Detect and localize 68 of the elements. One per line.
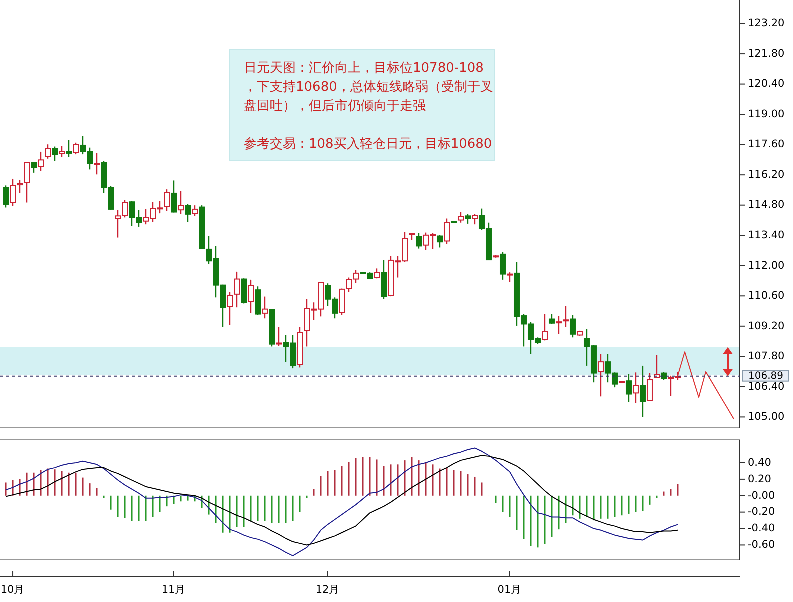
candlestick bbox=[570, 314, 576, 338]
candlestick bbox=[472, 214, 478, 226]
y-tick-label: 0.20 bbox=[748, 473, 772, 486]
y-tick-label: 112.00 bbox=[748, 260, 785, 272]
y-tick-label: 114.80 bbox=[748, 199, 785, 212]
candlestick bbox=[185, 204, 192, 223]
candlestick bbox=[262, 296, 268, 320]
candlestick bbox=[598, 354, 604, 398]
candlestick bbox=[632, 372, 639, 404]
y-tick-label: 120.40 bbox=[748, 78, 785, 90]
candlestick bbox=[38, 151, 44, 172]
candlestick bbox=[45, 144, 52, 160]
candlestick bbox=[227, 291, 234, 326]
y-tick-label: 121.80 bbox=[748, 48, 785, 60]
x-tick-label: 10月 bbox=[0, 584, 26, 596]
candlestick bbox=[52, 146, 58, 162]
candlestick bbox=[654, 354, 660, 380]
candlestick bbox=[542, 314, 548, 342]
candlestick bbox=[178, 190, 184, 216]
candlestick bbox=[276, 326, 282, 347]
y-tick-label: 119.00 bbox=[748, 108, 785, 120]
annotation: 日元天图：汇价向上，目标位10780-108，下支持10680，总体短线略弱（受制于叉盘回吐），但后市仍倾向于走强 bbox=[244, 61, 494, 114]
x-tick-label: 01月 bbox=[498, 584, 522, 596]
y-tick-label: -0.00 bbox=[748, 490, 776, 502]
candlestick bbox=[192, 204, 198, 217]
candlestick bbox=[24, 162, 30, 204]
y-tick-label: 117.60 bbox=[748, 138, 785, 151]
candlestick bbox=[646, 372, 653, 402]
candlestick bbox=[381, 259, 387, 300]
candlestick bbox=[164, 188, 170, 212]
candlestick bbox=[640, 365, 646, 418]
y-tick-label: 107.80 bbox=[748, 350, 785, 363]
candlestick bbox=[66, 140, 72, 158]
candlestick bbox=[94, 152, 100, 176]
annotation: 参考交易：108买入轻仓日元，目标10680 bbox=[244, 136, 492, 152]
candlestick bbox=[444, 218, 450, 246]
candlestick bbox=[3, 185, 10, 208]
y-tick-label: -0.40 bbox=[748, 522, 776, 535]
candlestick bbox=[626, 374, 632, 404]
x-tick-label: 12月 bbox=[316, 584, 340, 596]
line-series bbox=[6, 455, 678, 546]
candlestick bbox=[506, 272, 513, 283]
y-tick-label: -0.20 bbox=[748, 506, 776, 518]
y-tick-label: -0.60 bbox=[748, 539, 776, 552]
candlestick bbox=[234, 271, 240, 308]
candlestick bbox=[416, 232, 422, 250]
candlestick bbox=[458, 212, 464, 224]
candlestick bbox=[556, 315, 562, 335]
y-tick-label: 110.60 bbox=[748, 290, 785, 302]
ref-line-label: 106.89 bbox=[748, 371, 784, 382]
candlestick bbox=[500, 251, 506, 281]
candlestick bbox=[171, 180, 178, 214]
x-tick-label: 11月 bbox=[162, 584, 186, 596]
y-tick-label: 105.00 bbox=[748, 411, 785, 424]
candlestick bbox=[562, 305, 569, 328]
y-tick-label: 116.20 bbox=[748, 168, 785, 181]
candlestick bbox=[436, 234, 443, 248]
candlestick bbox=[248, 279, 254, 314]
candlestick bbox=[241, 278, 248, 304]
line-series bbox=[6, 448, 678, 556]
candlestick bbox=[73, 142, 80, 156]
y-tick-label: 113.40 bbox=[748, 229, 785, 242]
y-tick-label: 106.40 bbox=[748, 380, 785, 393]
candlestick bbox=[59, 146, 66, 158]
y-tick-label: 123.20 bbox=[748, 18, 785, 30]
candlestick bbox=[464, 214, 471, 225]
y-tick-label: 0.40 bbox=[748, 456, 772, 469]
y-tick-label: 109.20 bbox=[748, 320, 785, 332]
